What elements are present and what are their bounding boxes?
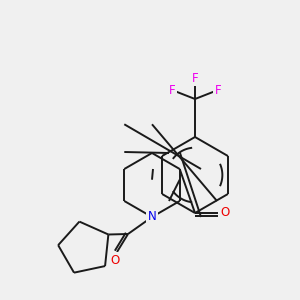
Text: F: F [169, 83, 175, 97]
Text: O: O [110, 254, 120, 266]
Text: N: N [148, 211, 156, 224]
Text: F: F [215, 83, 221, 97]
Text: F: F [192, 71, 198, 85]
Text: O: O [220, 206, 230, 220]
